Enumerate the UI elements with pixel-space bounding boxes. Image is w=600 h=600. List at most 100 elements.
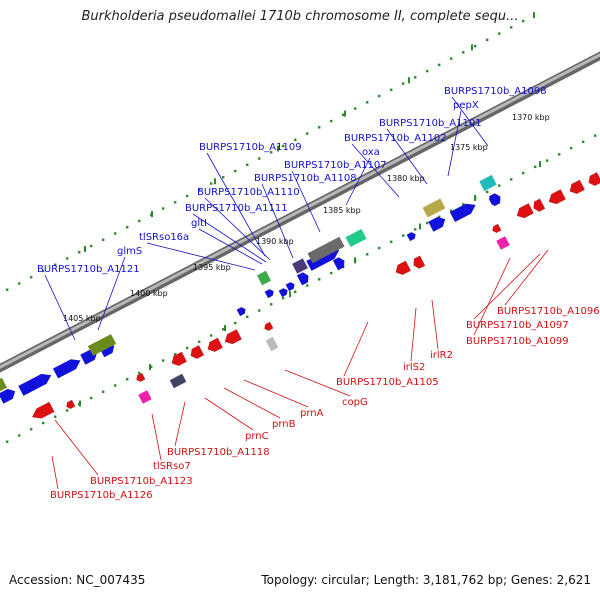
misc-feature-block <box>496 236 510 250</box>
lower-ruler-dot <box>402 234 405 237</box>
upper-ruler-dot <box>306 132 309 135</box>
reverse-gene-label: prnA <box>300 408 324 419</box>
lower-ruler-dot <box>258 309 261 312</box>
reverse-gene-label: BURPS1710b_A1126 <box>50 490 153 501</box>
reverse-gene-label: copG <box>342 397 368 408</box>
upper-ruler-dot <box>138 219 141 223</box>
reverse-gene-arrow <box>171 351 188 367</box>
forward-gene-arrow <box>278 288 288 298</box>
misc-feature-block <box>265 336 279 352</box>
lower-ruler-dot <box>594 134 597 137</box>
leader-lines <box>44 96 549 490</box>
lower-ruler-dot <box>6 440 9 443</box>
tick-label: 1390 kbp <box>256 237 294 246</box>
lower-ruler-dot <box>414 228 417 231</box>
upper-ruler-dot <box>498 32 501 35</box>
leader-line <box>473 253 541 320</box>
leader-line <box>206 152 266 257</box>
lower-ruler-dot <box>246 315 249 318</box>
leader-line <box>54 419 99 476</box>
upper-ruler-dot <box>414 76 417 79</box>
lower-ruler-dot <box>486 190 489 194</box>
lower-ruler-dot <box>66 409 69 412</box>
lower-ruler-dot <box>78 403 81 406</box>
accession-label: Accession: NC_007435 <box>9 573 146 587</box>
lower-ruler-dot <box>474 196 477 200</box>
lower-ruler-dot <box>150 365 153 368</box>
reverse-gene-label: irlS2 <box>403 362 425 373</box>
lower-ruler-dot <box>294 290 297 294</box>
lower-ruler-dot <box>582 140 585 144</box>
lower-ruler-dot <box>162 359 165 362</box>
forward-gene-arrow <box>0 388 16 404</box>
upper-ruler-dot <box>162 207 165 210</box>
upper-ruler-dot <box>282 144 285 148</box>
upper-ruler-dot <box>402 82 405 85</box>
upper-ruler-dot <box>246 163 249 166</box>
forward-gene-label: BURPS1710b_A1111 <box>185 203 288 214</box>
forward-gene-label: BURPS1710b_A1098 <box>444 86 547 97</box>
forward-gene-arrow <box>428 216 446 232</box>
upper-ruler-dot <box>270 151 273 154</box>
upper-ruler-dot <box>522 19 525 23</box>
reverse-gene-arrow <box>136 372 146 382</box>
lower-ruler-dot <box>366 253 369 256</box>
lower-ruler-dot <box>18 434 21 437</box>
lower-ruler-dot <box>54 415 57 418</box>
upper-ruler-dot <box>90 244 93 248</box>
upper-ruler-dot <box>258 157 261 160</box>
upper-ruler-dot <box>222 176 225 179</box>
reverse-gene-label: BURPS1710b_A1123 <box>90 476 193 487</box>
leader-line <box>345 157 371 206</box>
upper-ruler-dot <box>102 238 105 241</box>
lower-ruler-dot <box>522 171 525 175</box>
lower-ruler-dot <box>330 271 333 275</box>
leader-line <box>243 379 309 408</box>
lower-ruler-dot <box>30 428 33 431</box>
leader-line <box>198 228 263 265</box>
reverse-gene-arrow <box>264 321 274 331</box>
reverse-gene-arrow <box>569 179 586 195</box>
upper-ruler-dot <box>78 251 81 254</box>
backbone-layer <box>0 51 600 373</box>
leader-line <box>451 96 489 147</box>
lower-ruler-dot <box>438 215 441 219</box>
upper-ruler-dot <box>354 107 357 110</box>
feature-layer <box>0 172 600 419</box>
reverse-gene-label: BURPS1710b_A1096 <box>497 306 600 317</box>
tick-label: 1370 kbp <box>512 113 550 122</box>
lower-ruler-dot <box>546 159 549 162</box>
lower-ruler-dot <box>90 396 93 400</box>
upper-ruler-dot <box>462 51 465 54</box>
misc-feature-block <box>345 229 367 247</box>
map-title: Burkholderia pseudomallei 1710b chromoso… <box>81 9 519 24</box>
reverse-gene-label: BURPS1710b_A1118 <box>167 447 270 458</box>
reverse-gene-arrow <box>190 345 205 359</box>
misc-feature-block <box>257 270 271 286</box>
forward-gene-arrow <box>285 282 295 292</box>
upper-ruler-dot <box>378 94 381 98</box>
leader-line <box>447 110 462 177</box>
lower-ruler-dot <box>114 384 117 387</box>
leader-line <box>192 213 267 263</box>
forward-gene-label: BURPS1710b_A1121 <box>37 264 140 275</box>
upper-ruler-dot <box>18 282 21 285</box>
leader-line <box>386 128 428 185</box>
leader-line <box>44 274 76 341</box>
upper-ruler-dot <box>330 119 333 123</box>
reverse-gene-label: prnC <box>245 431 269 442</box>
leader-line <box>97 256 126 331</box>
reverse-gene-arrow <box>492 223 502 233</box>
reverse-gene-arrow <box>516 203 534 219</box>
lower-ruler-dot <box>510 178 513 181</box>
upper-ruler-dot <box>486 38 489 42</box>
upper-ruler-dot <box>318 126 321 129</box>
lower-ruler-dot <box>426 221 429 225</box>
gene-labels: BURPS1710b_A1098 pepX BURPS1710b_A1101 BURP… <box>37 86 600 501</box>
leader-line <box>504 249 549 306</box>
genome-stats-label: Topology: circular; Length: 3,181,762 bp… <box>261 573 591 587</box>
lower-ruler-dot <box>282 296 285 300</box>
lower-ruler-dot <box>378 246 381 250</box>
forward-gene-arrow <box>236 307 246 317</box>
upper-ruler-dot <box>438 63 441 67</box>
